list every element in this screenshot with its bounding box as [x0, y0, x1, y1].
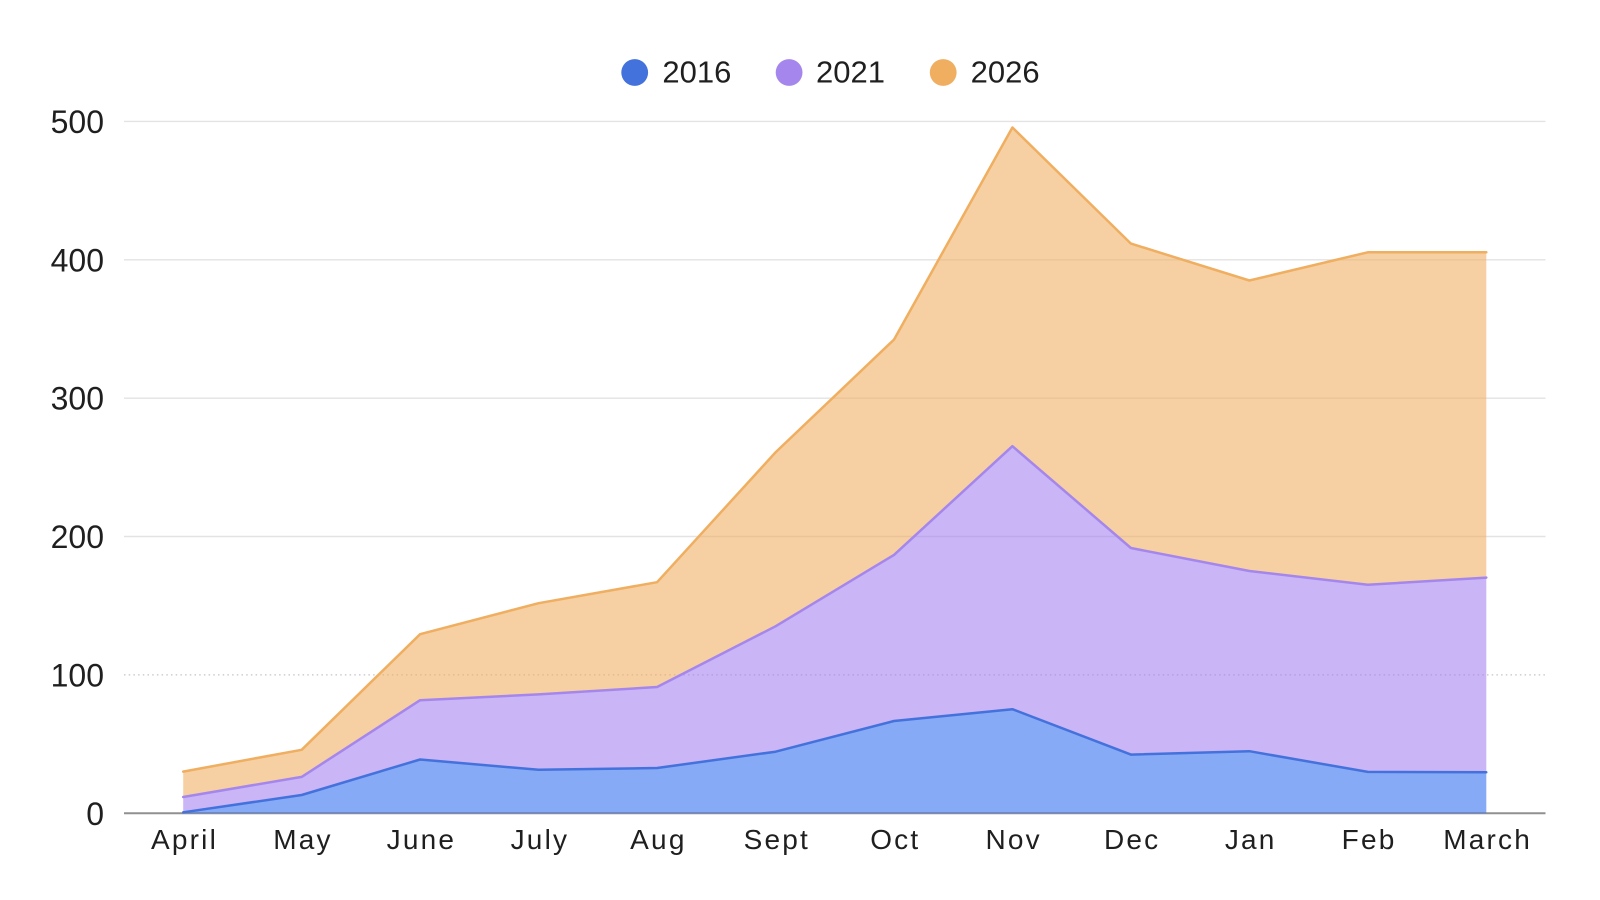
svg-text:Aug: Aug — [630, 824, 686, 855]
svg-text:200: 200 — [51, 519, 104, 555]
svg-text:Oct: Oct — [870, 824, 920, 855]
svg-text:Sept: Sept — [744, 824, 810, 855]
svg-text:0: 0 — [86, 796, 104, 832]
svg-text:May: May — [273, 824, 333, 855]
svg-text:Nov: Nov — [985, 824, 1041, 855]
svg-text:Feb: Feb — [1342, 824, 1397, 855]
svg-text:Dec: Dec — [1104, 824, 1160, 855]
svg-text:April: April — [151, 824, 218, 855]
svg-text:2016: 2016 — [662, 55, 731, 90]
svg-text:Jan: Jan — [1225, 824, 1277, 855]
svg-text:March: March — [1443, 824, 1532, 855]
svg-text:100: 100 — [51, 657, 104, 693]
svg-text:400: 400 — [51, 242, 104, 278]
svg-text:June: June — [387, 824, 457, 855]
svg-text:500: 500 — [51, 104, 104, 140]
svg-text:300: 300 — [51, 381, 104, 417]
svg-text:July: July — [511, 824, 570, 855]
svg-text:2021: 2021 — [816, 55, 885, 90]
svg-text:2026: 2026 — [971, 55, 1040, 90]
